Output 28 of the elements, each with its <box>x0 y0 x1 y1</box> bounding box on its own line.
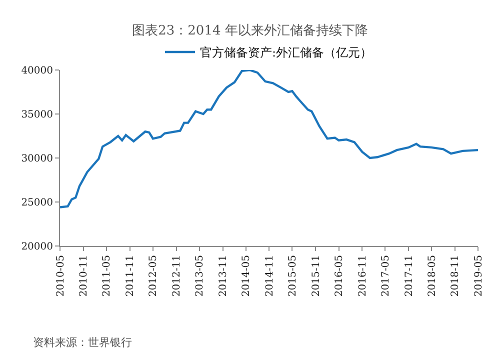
x-tick-label: 2014-11 <box>264 255 276 297</box>
x-tick-label: 2014-05 <box>241 255 252 297</box>
y-tick-label: 30000 <box>21 154 53 164</box>
x-tick-label: 2011-11 <box>125 255 136 297</box>
x-tick-label: 2015-05 <box>287 255 298 297</box>
x-tick-label: 2017-11 <box>404 255 415 297</box>
y-tick-label: 20000 <box>21 242 53 252</box>
y-tick-label: 35000 <box>21 110 53 120</box>
text: 资料来源：世界银行 <box>33 336 132 349</box>
x-tick-label: 2016-05 <box>334 255 345 297</box>
y-tick-label: 40000 <box>21 66 53 76</box>
x-tick-label: 2010-11 <box>78 255 90 297</box>
line-series <box>60 70 478 208</box>
x-tick-label: 2012-05 <box>148 255 160 297</box>
x-tick-label: 2010-05 <box>55 255 66 297</box>
chart-title: 图表23：2014 年以来外汇储备持续下降 <box>132 23 368 38</box>
y-tick-label: 25000 <box>21 198 53 208</box>
x-tick-label: 2016-11 <box>357 255 368 297</box>
x-tick-label: 2013-11 <box>218 255 230 297</box>
x-tick-label: 2019-05 <box>473 255 484 297</box>
x-tick-label: 2018-11 <box>450 255 462 297</box>
x-tick-label: 2011-05 <box>102 255 113 297</box>
x-tick-label: 2018-05 <box>426 255 438 297</box>
x-tick-label: 2017-05 <box>380 255 392 297</box>
x-tick-label: 2015-11 <box>310 255 322 297</box>
x-tick-label: 2012-11 <box>172 255 183 297</box>
x-tick-label: 2013-05 <box>194 255 206 297</box>
legend-label: 官方储备资产:外汇储备（亿元） <box>200 46 372 60</box>
